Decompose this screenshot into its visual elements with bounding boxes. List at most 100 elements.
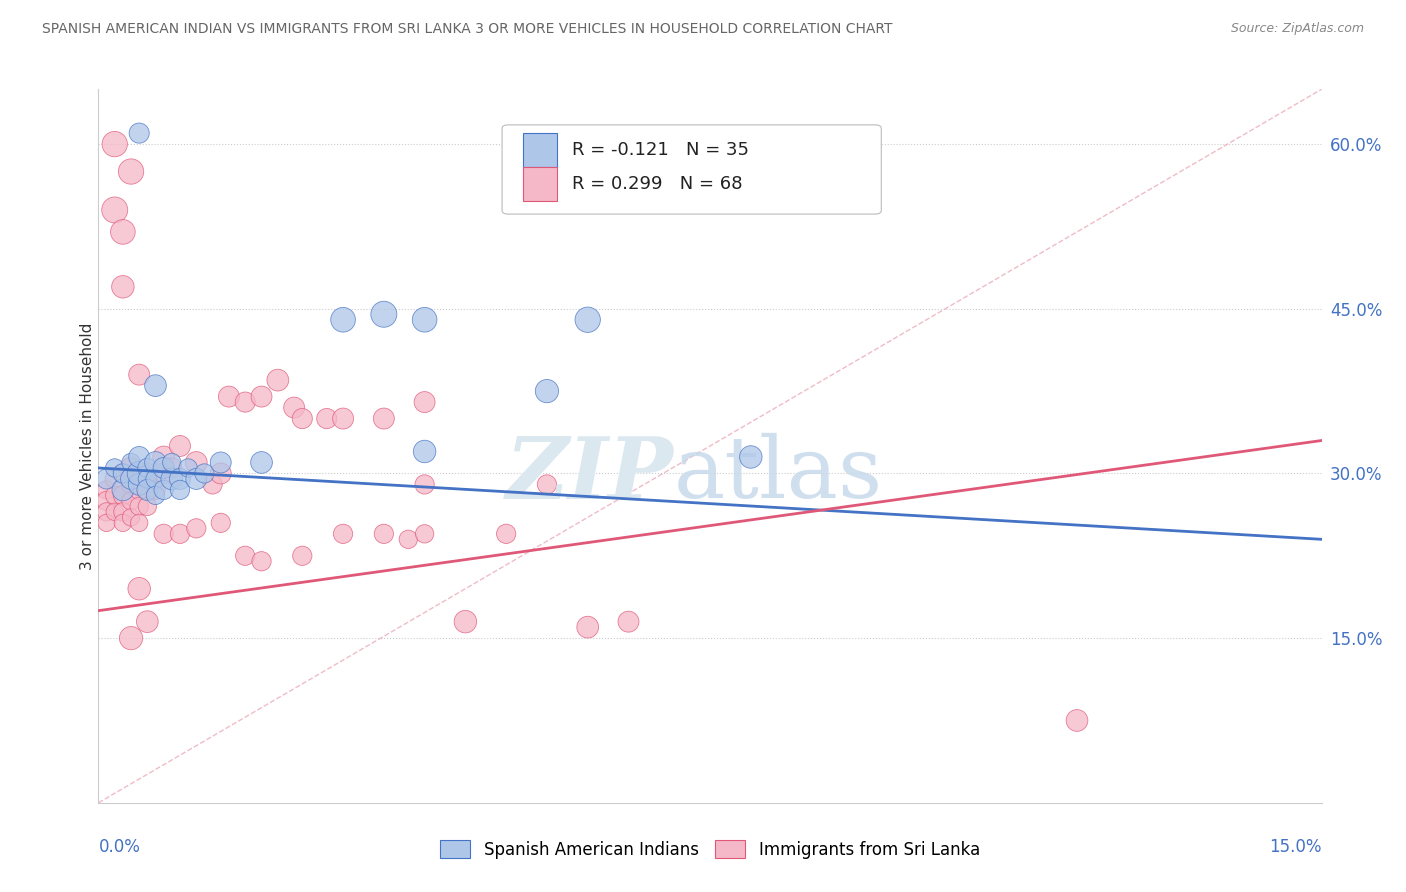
Point xyxy=(617,615,640,629)
Point xyxy=(136,467,159,481)
Point xyxy=(250,554,273,568)
Point xyxy=(177,461,200,475)
FancyBboxPatch shape xyxy=(502,125,882,214)
Point xyxy=(120,631,142,645)
FancyBboxPatch shape xyxy=(523,168,557,201)
Point xyxy=(1066,714,1088,728)
Point xyxy=(250,455,273,469)
Point xyxy=(413,444,436,458)
Point xyxy=(169,526,191,541)
Point xyxy=(454,615,477,629)
Point xyxy=(373,307,395,321)
Point xyxy=(209,467,232,481)
Point xyxy=(495,526,517,541)
Point xyxy=(128,450,150,464)
Text: ZIP: ZIP xyxy=(506,433,673,516)
FancyBboxPatch shape xyxy=(523,133,557,167)
Point xyxy=(128,477,150,491)
Point xyxy=(291,411,314,425)
Point xyxy=(233,395,256,409)
Point xyxy=(186,472,208,486)
Point xyxy=(136,483,159,497)
Point xyxy=(128,516,150,530)
Point xyxy=(209,455,232,469)
Point xyxy=(169,472,191,486)
Point xyxy=(136,615,159,629)
Point xyxy=(152,526,174,541)
Point xyxy=(233,549,256,563)
Point xyxy=(111,488,134,502)
Point xyxy=(186,455,208,469)
Point xyxy=(111,505,134,519)
Point xyxy=(111,280,134,294)
Point xyxy=(104,137,127,152)
Point xyxy=(120,477,142,491)
Point xyxy=(413,526,436,541)
Point xyxy=(209,516,232,530)
Point xyxy=(576,620,599,634)
Point xyxy=(120,164,142,178)
Point xyxy=(152,450,174,464)
Point xyxy=(120,494,142,508)
Point xyxy=(315,411,337,425)
Point xyxy=(413,395,436,409)
Point xyxy=(96,472,118,486)
Point xyxy=(128,467,150,481)
Point xyxy=(96,483,118,497)
Point xyxy=(145,455,167,469)
Text: 15.0%: 15.0% xyxy=(1270,838,1322,856)
Point xyxy=(193,467,215,481)
Point xyxy=(136,472,159,486)
Point xyxy=(332,411,354,425)
Point xyxy=(145,378,167,392)
Point xyxy=(373,526,395,541)
Point xyxy=(145,483,167,497)
Point xyxy=(186,521,208,535)
Point xyxy=(332,312,354,326)
Point xyxy=(120,510,142,524)
Point xyxy=(96,516,118,530)
Point xyxy=(128,368,150,382)
Point xyxy=(373,411,395,425)
Point xyxy=(128,467,150,481)
Point xyxy=(169,439,191,453)
Point xyxy=(128,500,150,514)
Point xyxy=(104,488,127,502)
Point xyxy=(145,472,167,486)
Point xyxy=(111,467,134,481)
Point xyxy=(128,483,150,497)
Point xyxy=(152,483,174,497)
Point xyxy=(120,455,142,469)
Point xyxy=(120,472,142,486)
Point xyxy=(104,505,127,519)
Point xyxy=(111,516,134,530)
Point xyxy=(250,390,273,404)
Point xyxy=(283,401,305,415)
Text: Source: ZipAtlas.com: Source: ZipAtlas.com xyxy=(1230,22,1364,36)
Point xyxy=(160,472,183,486)
Point xyxy=(104,461,127,475)
Point xyxy=(111,483,134,497)
Point xyxy=(291,549,314,563)
Point xyxy=(96,494,118,508)
Point xyxy=(332,526,354,541)
Legend: Spanish American Indians, Immigrants from Sri Lanka: Spanish American Indians, Immigrants fro… xyxy=(440,840,980,859)
Point xyxy=(111,467,134,481)
Text: R = 0.299   N = 68: R = 0.299 N = 68 xyxy=(572,175,742,193)
Point xyxy=(128,126,150,140)
Point xyxy=(576,312,599,326)
Point xyxy=(160,455,183,469)
Text: SPANISH AMERICAN INDIAN VS IMMIGRANTS FROM SRI LANKA 3 OR MORE VEHICLES IN HOUSE: SPANISH AMERICAN INDIAN VS IMMIGRANTS FR… xyxy=(42,22,893,37)
Point xyxy=(111,225,134,239)
Point xyxy=(145,488,167,502)
Point xyxy=(145,467,167,481)
Point xyxy=(96,505,118,519)
Point xyxy=(218,390,240,404)
Point xyxy=(536,384,558,398)
Point xyxy=(396,533,419,547)
Text: 0.0%: 0.0% xyxy=(98,838,141,856)
Point xyxy=(740,450,762,464)
Point xyxy=(160,461,183,475)
Text: atlas: atlas xyxy=(673,433,883,516)
Text: R = -0.121   N = 35: R = -0.121 N = 35 xyxy=(572,141,749,159)
